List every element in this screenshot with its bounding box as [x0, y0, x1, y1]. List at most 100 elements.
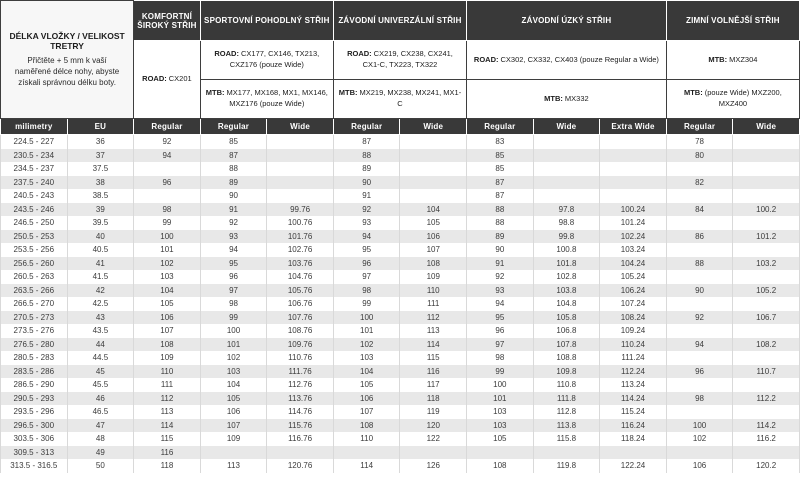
cell-size: 101.76 — [266, 229, 334, 243]
cell-size: 92 — [665, 310, 734, 324]
cell-size: 116 — [399, 364, 468, 378]
cell-eu: 42.5 — [66, 297, 135, 311]
cell-size: 111.24 — [599, 351, 667, 365]
cell-size: 104 — [332, 364, 401, 378]
cell-size: 116.2 — [732, 432, 800, 446]
cell-eu: 48 — [66, 432, 135, 446]
models-zavodni-uzky-mtb: MTB: MX332 — [466, 79, 667, 119]
cell-milimetry: 280.5 - 283 — [0, 351, 68, 365]
cell-size — [665, 189, 734, 203]
cell-size — [732, 162, 800, 176]
cell-size: 119.8 — [532, 459, 601, 473]
mtb-label: MTB: — [683, 88, 703, 98]
cell-size — [665, 351, 734, 365]
cell-size — [599, 445, 667, 459]
cell-size: 80 — [665, 148, 734, 162]
cell-size — [266, 445, 334, 459]
mtb-label: MTB: — [205, 88, 225, 98]
cell-size: 111 — [399, 297, 468, 311]
cell-size: 126 — [399, 459, 468, 473]
cell-size: 114 — [133, 418, 201, 432]
cell-eu: 37.5 — [66, 162, 135, 176]
cell-size: 94 — [466, 297, 534, 311]
cell-eu: 38.5 — [66, 189, 135, 203]
models-list: MX332 — [564, 93, 589, 103]
cell-size: 88 — [466, 202, 534, 216]
table-row: 246.5 - 250 39.5 99 92 100.76 93 105 88 98.8 101.… — [0, 216, 800, 230]
cell-milimetry: 293.5 - 296 — [0, 405, 68, 419]
cell-size: 113 — [399, 324, 468, 338]
cell-size: 98 — [466, 351, 534, 365]
cell-size — [665, 378, 734, 392]
table-row: 243.5 - 246 39 98 91 99.76 92 104 88 97.8 100.24 8… — [0, 202, 800, 216]
cell-size — [332, 445, 401, 459]
cell-size: 109 — [399, 270, 468, 284]
cell-size: 111.8 — [532, 391, 601, 405]
cell-size: 100.76 — [266, 216, 334, 230]
cell-size: 90 — [199, 189, 268, 203]
cell-size: 104 — [199, 378, 268, 392]
sizing-table: DÉLKA VLOŽKY / VELIKOST TRETRY Přičtěte … — [0, 0, 800, 473]
cell-size: 102 — [199, 351, 268, 365]
cell-size: 91 — [199, 202, 268, 216]
cell-size: 105 — [199, 391, 268, 405]
cell-size: 107.76 — [266, 310, 334, 324]
models-zimni-mtb-1: MTB: MXZ304 — [665, 40, 800, 80]
cell-eu: 43 — [66, 310, 135, 324]
cell-milimetry: 296.5 - 300 — [0, 418, 68, 432]
models-list: CX302, CX332, CX403 (pouze Regular a Wid… — [500, 54, 659, 64]
cell-size: 105 — [332, 378, 401, 392]
cell-size: 114 — [332, 459, 401, 473]
cell-eu: 39.5 — [66, 216, 135, 230]
cell-size: 105 — [133, 297, 201, 311]
cell-size: 111.76 — [266, 364, 334, 378]
cell-size — [532, 445, 601, 459]
cell-eu: 45.5 — [66, 378, 135, 392]
cell-size: 98 — [332, 283, 401, 297]
cell-size: 115.8 — [532, 432, 601, 446]
cell-size: 103 — [332, 351, 401, 365]
cell-size: 120.76 — [266, 459, 334, 473]
cell-eu: 41.5 — [66, 270, 135, 284]
cell-size: 100 — [199, 324, 268, 338]
cell-size — [266, 134, 334, 149]
cell-size: 103.8 — [532, 283, 601, 297]
cell-size: 92 — [133, 134, 201, 149]
column-header-eu: EU — [66, 118, 135, 135]
cell-eu: 50 — [66, 459, 135, 473]
cell-size: 118 — [399, 391, 468, 405]
table-row: 303.5 - 306 48 115 109 116.76 110 122 105 115.8 1… — [0, 432, 800, 446]
cell-size: 118.24 — [599, 432, 667, 446]
cell-size: 106 — [199, 405, 268, 419]
cell-eu: 40 — [66, 229, 135, 243]
cell-size — [399, 189, 468, 203]
cell-size: 104 — [399, 202, 468, 216]
cell-size: 101.24 — [599, 216, 667, 230]
cell-milimetry: 283.5 - 286 — [0, 364, 68, 378]
cell-eu: 42 — [66, 283, 135, 297]
cell-size: 119 — [399, 405, 468, 419]
cell-size: 108 — [466, 459, 534, 473]
cell-size: 116 — [133, 445, 201, 459]
mtb-label: MTB: — [338, 88, 358, 98]
column-header-zavodni-uzky-wide: Wide — [532, 118, 601, 135]
cell-size — [599, 134, 667, 149]
table-row: 313.5 - 316.5 50 118 113 120.76 114 126 108 119.… — [0, 459, 800, 473]
models-list: (pouze Wide) MXZ200, MXZ400 — [704, 88, 782, 108]
category-zimni-volnejsi-strih: ZIMNÍ VOLNĚJŠÍ STŘIH — [665, 0, 800, 41]
cell-size: 120.2 — [732, 459, 800, 473]
cell-size: 112.76 — [266, 378, 334, 392]
cell-size — [732, 324, 800, 338]
cell-size: 110.24 — [599, 337, 667, 351]
info-description: Přičtěte + 5 mm k vaší naměřené délce no… — [14, 55, 120, 88]
cell-size: 106 — [133, 310, 201, 324]
cell-eu: 36 — [66, 134, 135, 149]
cell-size: 110 — [332, 432, 401, 446]
cell-milimetry: 234.5 - 237 — [0, 162, 68, 176]
cell-size: 103 — [466, 418, 534, 432]
cell-size: 96 — [332, 256, 401, 270]
table-row: 276.5 - 280 44 108 101 109.76 102 114 97 107.8 11… — [0, 337, 800, 351]
cell-size: 102 — [665, 432, 734, 446]
cell-size: 107 — [399, 243, 468, 257]
cell-milimetry: 263.5 - 266 — [0, 283, 68, 297]
